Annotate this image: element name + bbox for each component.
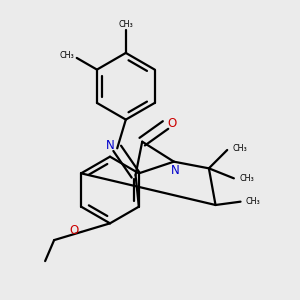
- Text: O: O: [69, 224, 79, 237]
- Text: CH₃: CH₃: [59, 51, 74, 60]
- Text: N: N: [106, 139, 114, 152]
- Text: CH₃: CH₃: [246, 197, 261, 206]
- Text: N: N: [171, 164, 180, 176]
- Text: CH₃: CH₃: [239, 174, 254, 183]
- Text: O: O: [167, 117, 176, 130]
- Text: CH₃: CH₃: [118, 20, 133, 29]
- Text: CH₃: CH₃: [232, 144, 247, 153]
